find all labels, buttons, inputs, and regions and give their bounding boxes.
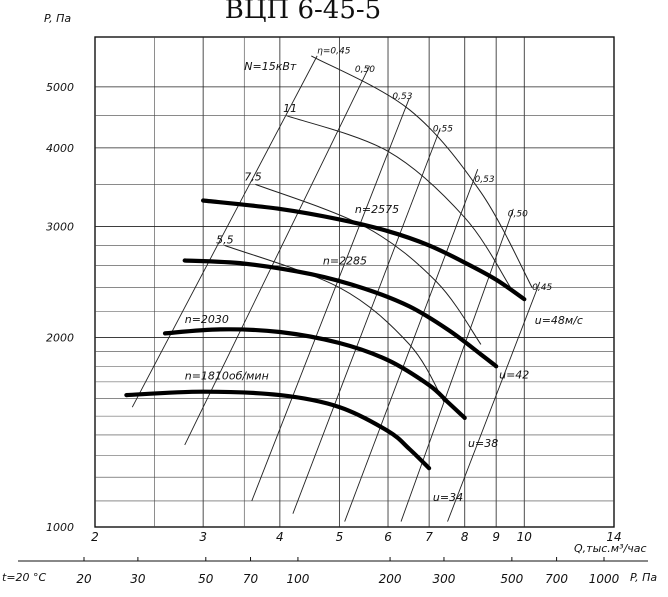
lower-scale-tick-label: 200	[379, 572, 402, 586]
efficiency-label: 0,55	[433, 124, 453, 134]
y-tick-label: 1000	[46, 521, 74, 534]
axes: 1000 2000 3000 4000 5000 2 3 4 5 6 7 8 9 10 14 20 30 50 70…	[18, 81, 648, 586]
power-label: N=15кВт	[244, 60, 297, 73]
speed-curve	[182, 258, 499, 369]
lower-scale-tick-label: 300	[433, 572, 456, 586]
x-tick-label: 3	[199, 530, 207, 544]
efficiency-label: 0,53	[392, 92, 412, 102]
x-axis-label: Q,тыс.м³/час	[574, 542, 647, 555]
efficiency-line	[184, 65, 371, 446]
speed-curve	[201, 198, 527, 302]
lower-scale-tick-label: 70	[243, 572, 259, 586]
velocity-label: u=42	[499, 369, 529, 382]
speed-curves	[124, 198, 527, 471]
speed-curve-label: n=2030	[185, 313, 229, 326]
efficiency-label: 0,53	[475, 175, 495, 185]
x-tick-label: 2	[91, 530, 99, 544]
efficiency-label: η=0,45	[317, 46, 351, 56]
power-curve	[255, 183, 482, 345]
plot-frame	[94, 36, 615, 528]
speed-curve-label: n=2285	[323, 255, 367, 268]
efficiency-label: 0,50	[508, 210, 528, 220]
x-tick-label: 14	[606, 530, 621, 544]
power-curve	[311, 55, 533, 288]
x-tick-label: 6	[384, 530, 392, 544]
velocity-label: u=38	[468, 437, 498, 450]
y-tick-label: 3000	[46, 221, 74, 234]
speed-curve-label: n=2575	[355, 203, 399, 216]
velocity-label: u=48м/с	[535, 314, 583, 327]
x-tick-label: 8	[461, 530, 469, 544]
lower-scale-tick-label: 1000	[589, 572, 620, 586]
velocity-label: u=34	[433, 491, 463, 504]
y-tick-label: 4000	[46, 142, 74, 155]
x-tick-label: 5	[336, 530, 344, 544]
efficiency-line	[292, 127, 441, 514]
lower-scale-tick-label: 500	[500, 572, 523, 586]
grid	[94, 36, 615, 528]
efficiency-label: 0,45	[532, 283, 552, 293]
efficiency-line	[251, 97, 410, 502]
lower-scale-right-label: P, Па	[630, 571, 657, 584]
speed-curve	[124, 389, 432, 471]
chart-title: ВЦП 6-45-5	[225, 0, 381, 25]
speed-curve	[162, 327, 467, 420]
lower-scale-tick-label: 20	[76, 572, 92, 586]
lower-scale-left-label: t=20 °C	[2, 571, 47, 584]
speed-curve-label: n=1810об/мин	[185, 369, 269, 382]
x-tick-label: 7	[425, 530, 433, 544]
x-tick-label: 9	[492, 530, 500, 544]
efficiency-line	[447, 281, 541, 522]
power-label: 11	[283, 102, 297, 115]
power-lines	[224, 55, 533, 403]
power-label: 5,5	[216, 233, 234, 246]
power-label: 7,5	[244, 171, 262, 184]
efficiency-line	[344, 169, 479, 522]
efficiency-line	[131, 55, 318, 408]
lower-scale-tick-label: 50	[198, 572, 214, 586]
lower-scale-tick-label: 30	[130, 572, 146, 586]
y-tick-label: 5000	[46, 81, 74, 94]
power-curve	[286, 115, 512, 288]
x-tick-label: 10	[517, 530, 533, 544]
lower-scale-tick-label: 700	[545, 572, 568, 586]
efficiency-label: 0,50	[355, 65, 375, 75]
curve-labels: η=0,45 0,50 0,53 0,55 0,53 0,50 0,45 N=15кВт 11 7…	[185, 46, 583, 503]
efficiency-lines	[131, 55, 541, 522]
power-curve	[224, 244, 445, 403]
x-tick-label: 4	[276, 530, 284, 544]
y-axis-label: P, Па	[44, 12, 71, 25]
lower-scale-tick-label: 100	[286, 572, 309, 586]
y-tick-label: 2000	[46, 331, 74, 344]
